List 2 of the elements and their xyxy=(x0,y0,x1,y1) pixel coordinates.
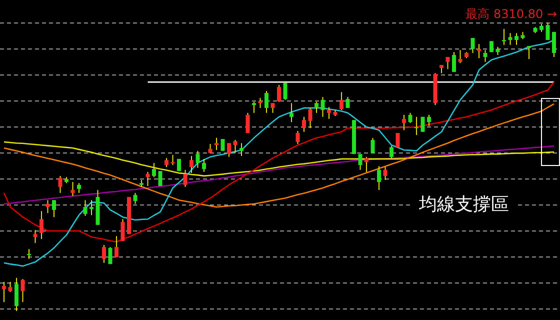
annotation: 最高 8310.80 → xyxy=(466,7,557,21)
annotation: 均線支撐區 xyxy=(419,194,509,215)
